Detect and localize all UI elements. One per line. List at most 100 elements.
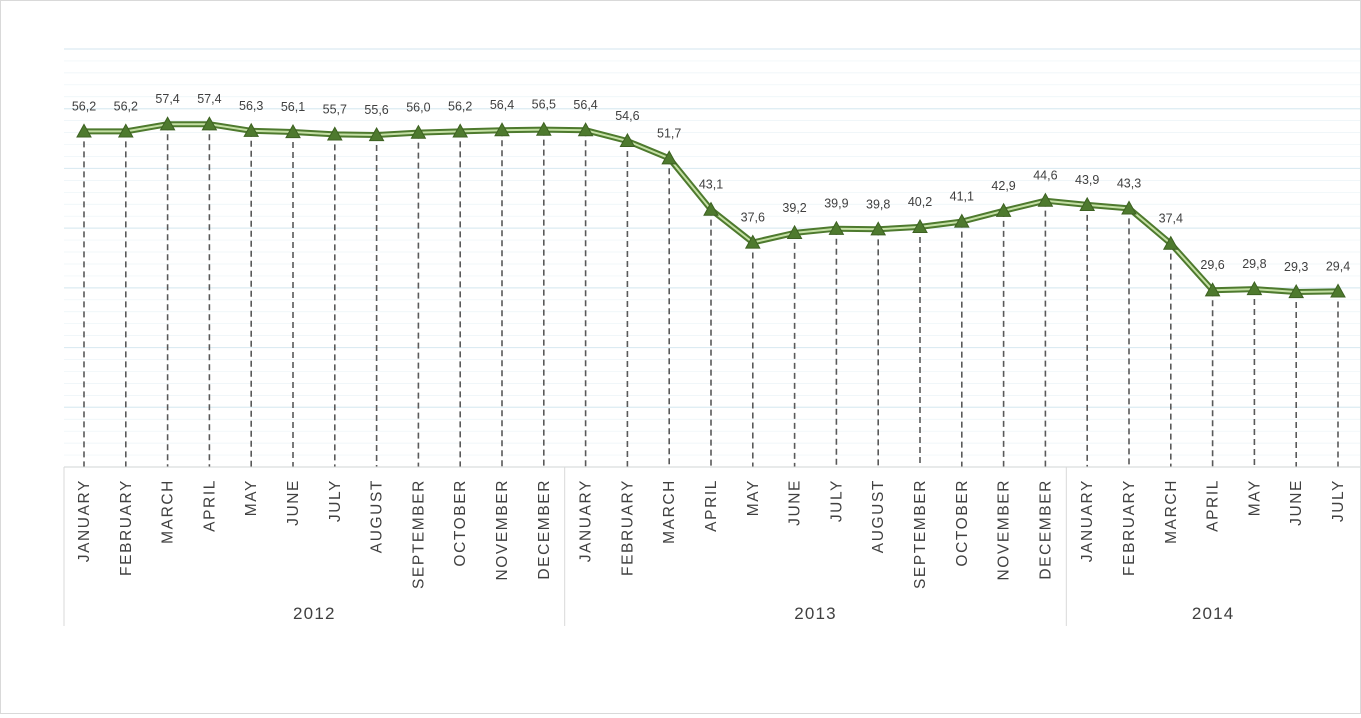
data-label: 41,1: [950, 190, 974, 204]
data-point-marker: [619, 132, 636, 148]
data-label: 37,6: [741, 210, 765, 224]
data-point-marker: [703, 201, 719, 216]
month-tick-label: APRIL: [1205, 479, 1222, 532]
data-point-marker: [410, 124, 427, 139]
data-labels-group: 56,2 56,2 57,4 57,4 56,3 56,1 55,7 55,6 56,0 56,2…: [72, 92, 1350, 274]
data-point-marker: [1330, 283, 1346, 298]
data-label: 39,2: [782, 201, 806, 215]
month-tick-label: FEBRUARY: [118, 479, 135, 576]
data-label: 29,4: [1326, 259, 1350, 273]
month-tick-label: OCTOBER: [954, 479, 971, 567]
category-axis: [63, 466, 1360, 626]
data-label: 43,9: [1075, 173, 1099, 187]
data-point-marker: [326, 126, 343, 141]
month-tick-label: MAY: [745, 479, 762, 516]
data-point-marker: [1121, 200, 1137, 215]
data-label: 56,2: [448, 99, 472, 113]
data-label: 51,7: [657, 126, 681, 140]
month-tick-label: JUNE: [285, 479, 302, 526]
data-label: 56,1: [281, 100, 305, 114]
data-label: 56,4: [573, 98, 597, 112]
month-tick-label: FEBRUARY: [1121, 479, 1138, 576]
data-point-marker: [1246, 281, 1263, 296]
data-point-marker: [535, 121, 552, 136]
data-point-marker: [786, 224, 803, 240]
data-label: 40,2: [908, 195, 932, 209]
data-label: 57,4: [155, 92, 179, 106]
data-point-marker: [1079, 196, 1096, 211]
data-label: 56,0: [406, 101, 430, 115]
month-tick-label: FEBRUARY: [619, 479, 636, 576]
month-tick-label: JULY: [327, 479, 344, 522]
month-tick-label: DECEMBER: [536, 479, 553, 580]
month-tick-label: MAY: [243, 479, 260, 516]
month-tick-label: JANUARY: [76, 479, 93, 562]
month-tick-label: OCTOBER: [452, 479, 469, 567]
month-tick-label: DECEMBER: [1037, 479, 1054, 580]
year-label: 2012: [293, 604, 336, 623]
data-point-marker: [870, 221, 887, 236]
data-label: 29,8: [1242, 257, 1266, 271]
data-label: 37,4: [1159, 212, 1183, 226]
year-label: 2013: [794, 604, 837, 623]
data-label: 56,3: [239, 99, 263, 113]
month-tick-label: JUNE: [787, 479, 804, 526]
data-point-marker: [452, 123, 469, 138]
month-tick-label: SEPTEMBER: [912, 479, 929, 589]
data-label: 44,6: [1033, 169, 1057, 183]
data-point-marker: [76, 123, 92, 138]
data-point-marker: [953, 213, 970, 228]
month-tick-label: MAY: [1246, 479, 1263, 516]
year-label: 2014: [1192, 604, 1235, 623]
data-point-marker: [995, 202, 1012, 217]
data-label: 54,6: [615, 109, 639, 123]
data-label: 56,2: [114, 99, 138, 113]
month-tick-label: JULY: [828, 479, 845, 522]
month-tick-label: JULY: [1330, 479, 1347, 522]
month-tick-label: JANUARY: [1079, 479, 1096, 562]
data-label: 57,4: [197, 92, 221, 106]
data-point-marker: [1204, 282, 1221, 297]
data-point-marker: [201, 116, 218, 131]
data-label: 43,1: [699, 178, 723, 192]
data-point-marker: [117, 123, 134, 138]
data-point-marker: [744, 234, 761, 249]
data-point-marker: [661, 150, 678, 165]
month-tick-label: MARCH: [1163, 479, 1180, 544]
data-point-marker: [828, 220, 845, 235]
data-point-marker: [494, 122, 510, 137]
month-tick-label: MARCH: [160, 479, 177, 544]
month-tick-label: APRIL: [703, 479, 720, 532]
data-label: 55,7: [323, 102, 347, 116]
data-point-marker: [368, 126, 385, 142]
month-tick-label: NOVEMBER: [494, 479, 511, 581]
data-label: 39,9: [824, 197, 848, 211]
month-tick-label: MARCH: [661, 479, 678, 544]
month-tick-label: AUGUST: [870, 479, 887, 553]
tick-labels-group: 2012 2013 2014 JANUARY FEBRUARY MARCH APRIL MAY…: [76, 479, 1347, 623]
month-tick-label: APRIL: [201, 479, 218, 532]
data-label: 55,6: [364, 103, 388, 117]
month-tick-label: JUNE: [1288, 479, 1305, 526]
data-label: 56,2: [72, 99, 96, 113]
data-point-marker: [1162, 235, 1179, 250]
markers-group: [76, 116, 1346, 299]
data-label: 42,9: [991, 179, 1015, 193]
data-label: 29,3: [1284, 260, 1308, 274]
data-label: 39,8: [866, 197, 890, 211]
data-point-marker: [1288, 284, 1305, 299]
data-point-marker: [1037, 192, 1054, 207]
drop-lines: [83, 124, 1339, 467]
data-point-marker: [577, 122, 594, 137]
month-tick-label: SEPTEMBER: [410, 479, 427, 589]
data-label: 56,5: [532, 98, 556, 112]
month-tick-label: AUGUST: [369, 479, 386, 553]
data-point-marker: [912, 218, 928, 234]
data-point-marker: [159, 116, 176, 131]
data-label: 56,4: [490, 98, 514, 112]
data-point-marker: [243, 122, 260, 137]
month-tick-label: NOVEMBER: [996, 479, 1013, 581]
gridlines: [64, 48, 1360, 468]
